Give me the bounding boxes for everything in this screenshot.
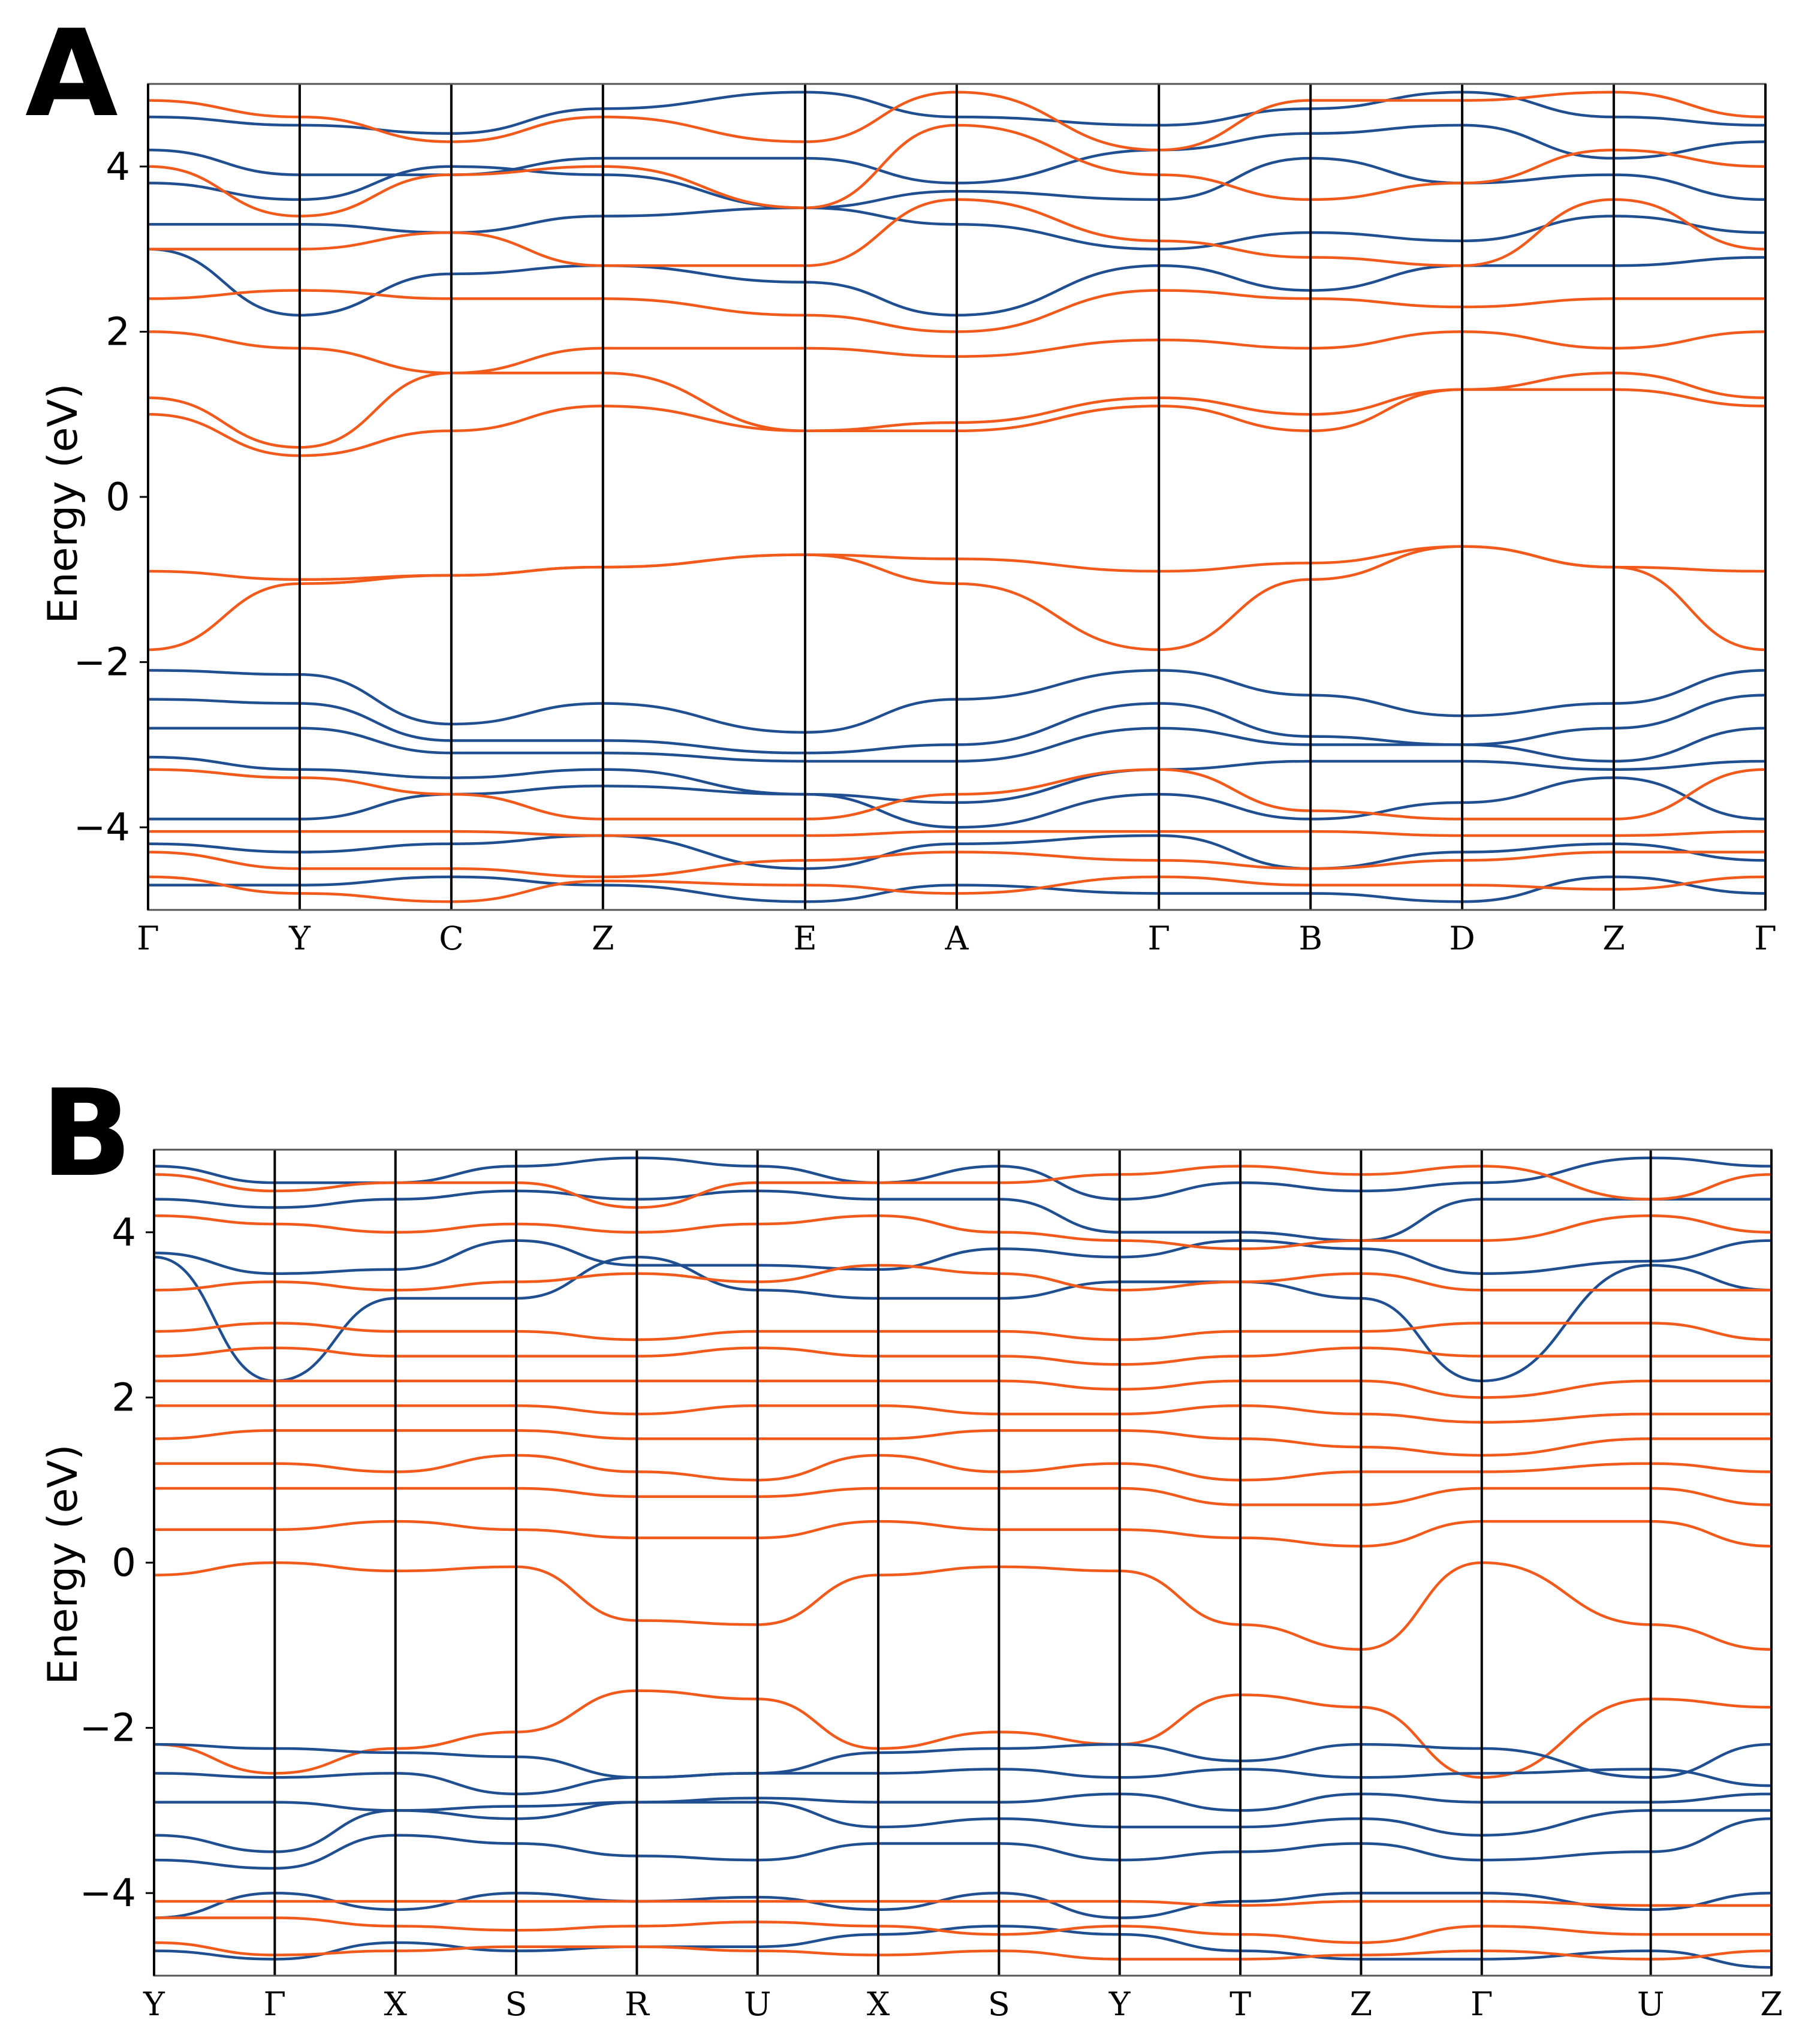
panel-b-band-line-8 <box>154 1346 1771 1366</box>
panel-a-band-line-3 <box>148 206 1765 251</box>
panel-a-kpoint-label: Γ <box>1754 920 1776 957</box>
panel-b-band-line-15 <box>154 1561 1771 1651</box>
panel-b-band-line-7 <box>154 1322 1771 1341</box>
panel-b-kpoint-label: S <box>988 1985 1010 2023</box>
panel-b-band-line-25 <box>154 1916 1771 1944</box>
panel-a-label: A <box>25 4 118 144</box>
panel-b: B Energy (eV) Y Γ X S R U X S Y T Z Γ U Z −4 −2 0 2 4 <box>40 1064 1783 2023</box>
panel-b-band-line-0 <box>154 1156 1771 1201</box>
panel-b-kpoint-label: X <box>384 1985 407 2023</box>
panel-a-band-line-18 <box>148 776 1765 829</box>
panel-b-y-tick-label: 2 <box>112 1376 136 1420</box>
panel-b-y-axis-label: Energy (eV) <box>40 1444 87 1684</box>
panel-b-kpoint-label: Γ <box>264 1985 286 2023</box>
panel-a-kpoint-label: D <box>1449 920 1475 957</box>
panel-a-band-line-6 <box>148 123 1765 218</box>
panel-a-band-line-16 <box>148 726 1765 763</box>
panel-a-y-tick-label: 4 <box>106 145 130 189</box>
panel-a-y-tick-label: 2 <box>106 310 130 354</box>
panel-b-kpoint-label: Y <box>143 1985 165 2023</box>
panel-b-band-line-13 <box>154 1487 1771 1506</box>
panel-a-y-tick-label: −4 <box>74 806 130 850</box>
panel-a-kpoint-label: A <box>945 920 969 957</box>
panel-b-y-tick-label: −4 <box>80 1871 136 1916</box>
panel-a-kpoint-label: C <box>439 920 463 957</box>
panel-b-kpoint-label: R <box>625 1985 650 2023</box>
panel-a-kpoint-label: Γ <box>1148 920 1170 957</box>
panel-b-bands <box>154 1156 1771 1969</box>
panel-b-band-line-6 <box>154 1264 1771 1292</box>
panel-a-band-line-4 <box>148 248 1765 317</box>
panel-b-kpoint-label: S <box>505 1985 528 2023</box>
panel-a-kpoint-label: Γ <box>137 920 159 957</box>
panel-b-band-line-24 <box>154 1900 1771 1907</box>
panel-a-kpoint-label: Y <box>288 920 311 957</box>
panel-b-kpoint-label: Y <box>1108 1985 1131 2023</box>
panel-b-kpoint-label: Γ <box>1470 1985 1493 2023</box>
panel-b-y-tick-label: 4 <box>112 1211 136 1255</box>
panel-b-band-line-16 <box>154 1689 1771 1779</box>
panel-a-y-tick-label: −2 <box>74 641 130 685</box>
panel-a-plot-area: Γ Y C Z E A Γ B D Z Γ −4 −2 0 2 4 <box>74 83 1777 957</box>
panel-b-band-line-2 <box>154 1239 1771 1275</box>
panel-a-y-axis-label: Energy (eV) <box>40 383 87 623</box>
panel-b-kpoint-label: Z <box>1350 1985 1373 2023</box>
panel-a-kpoint-label: Z <box>1602 920 1625 957</box>
panel-a: A Energy (eV) Γ Y C Z E A Γ B D Z Γ −4 −2 0 2 4 <box>25 4 1777 957</box>
panel-b-band-line-18 <box>154 1768 1771 1796</box>
panel-b-kpoint-label: X <box>867 1985 890 2023</box>
panel-b-band-line-26 <box>154 1941 1771 1961</box>
panel-b-band-line-1 <box>154 1189 1771 1242</box>
panel-a-band-line-10 <box>148 372 1765 449</box>
panel-b-kpoint-label: T <box>1230 1985 1251 2023</box>
panel-a-kpoint-label: E <box>793 920 816 957</box>
panel-a-band-line-7 <box>148 198 1765 267</box>
panel-b-label: B <box>41 1064 132 1204</box>
panel-b-band-line-4 <box>154 1165 1771 1209</box>
panel-b-band-line-17 <box>154 1742 1771 1779</box>
panel-b-band-line-9 <box>154 1379 1771 1399</box>
panel-b-band-line-10 <box>154 1404 1771 1424</box>
panel-a-band-line-15 <box>148 694 1765 755</box>
panel-b-band-line-5 <box>154 1214 1771 1250</box>
panel-b-band-line-20 <box>154 1801 1771 1853</box>
panel-b-kpoint-label: Z <box>1760 1985 1783 2023</box>
panel-a-band-line-13 <box>148 545 1765 652</box>
panel-b-band-line-3 <box>154 1255 1771 1383</box>
panel-b-kpoint-label: U <box>1637 1985 1665 2023</box>
panel-a-kpoint-label: Z <box>592 920 614 957</box>
panel-b-band-line-11 <box>154 1429 1771 1457</box>
panel-b-kpoint-label: U <box>744 1985 772 2023</box>
panel-b-y-tick-label: 0 <box>112 1541 136 1585</box>
panel-b-band-line-21 <box>154 1817 1771 1870</box>
panel-b-plot-area: Y Γ X S R U X S Y T Z Γ U Z −4 −2 0 2 4 <box>80 1148 1783 2023</box>
panel-b-band-line-14 <box>154 1520 1771 1548</box>
panel-a-kpoint-label: B <box>1298 920 1322 957</box>
panel-b-y-tick-label: −2 <box>80 1707 136 1751</box>
panel-b-band-line-12 <box>154 1454 1771 1482</box>
panel-b-band-line-19 <box>154 1792 1771 1812</box>
panel-b-band-line-22 <box>154 1891 1771 1919</box>
panel-a-y-tick-label: 0 <box>106 475 130 520</box>
